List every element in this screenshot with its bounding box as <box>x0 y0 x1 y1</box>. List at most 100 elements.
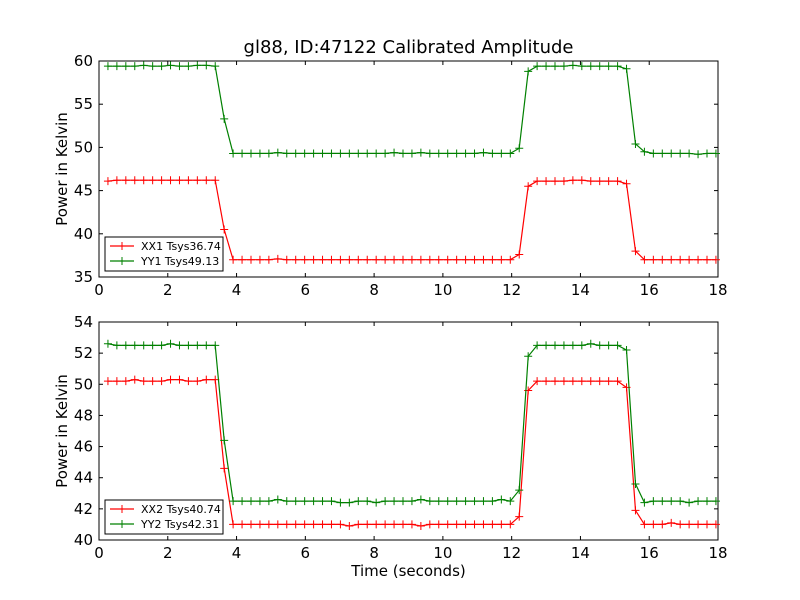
data-point <box>595 377 604 386</box>
data-point <box>246 520 255 529</box>
data-point <box>559 62 568 71</box>
data-point <box>506 255 515 264</box>
data-point <box>658 255 667 264</box>
data-point <box>229 255 238 264</box>
data-point <box>121 176 130 185</box>
data-point <box>273 148 282 157</box>
data-point <box>676 520 685 529</box>
data-point <box>604 377 613 386</box>
data-point <box>559 177 568 186</box>
data-point <box>604 62 613 71</box>
data-point <box>354 520 363 529</box>
data-point <box>381 149 390 158</box>
x-tick-label: 2 <box>163 544 173 562</box>
data-point <box>363 255 372 264</box>
legend-label: YY1 Tsys49.13 <box>140 255 219 268</box>
data-point <box>291 520 300 529</box>
y-tick-label: 35 <box>74 268 93 286</box>
data-point <box>685 149 694 158</box>
data-point <box>497 255 506 264</box>
data-point <box>488 497 497 506</box>
data-point <box>524 67 533 76</box>
data-point <box>193 341 202 350</box>
data-point <box>372 255 381 264</box>
data-point <box>354 497 363 506</box>
y-tick-label: 52 <box>74 344 93 362</box>
data-point <box>300 149 309 158</box>
data-point <box>264 149 273 158</box>
data-point <box>568 61 577 70</box>
data-point <box>550 341 559 350</box>
data-point <box>479 148 488 157</box>
data-point <box>318 149 327 158</box>
data-point <box>229 520 238 529</box>
y-axis-label: Power in Kelvin <box>53 112 71 226</box>
data-point <box>175 341 184 350</box>
data-point <box>515 250 524 259</box>
data-point <box>407 497 416 506</box>
data-point <box>452 497 461 506</box>
data-point <box>702 255 711 264</box>
data-point <box>694 150 703 159</box>
data-point <box>676 497 685 506</box>
data-point <box>238 497 247 506</box>
x-tick-label: 6 <box>301 281 311 299</box>
data-point <box>461 255 470 264</box>
data-point <box>354 255 363 264</box>
data-point <box>229 497 238 506</box>
data-point <box>121 62 130 71</box>
data-point <box>533 177 542 186</box>
data-point <box>372 520 381 529</box>
data-point <box>121 377 130 386</box>
data-point <box>640 147 649 156</box>
data-point <box>586 377 595 386</box>
data-point <box>470 520 479 529</box>
data-point <box>595 62 604 71</box>
data-point <box>443 520 452 529</box>
data-point <box>425 255 434 264</box>
data-point <box>658 520 667 529</box>
data-point <box>550 377 559 386</box>
data-point <box>327 255 336 264</box>
data-point <box>461 520 470 529</box>
data-point <box>425 497 434 506</box>
data-point <box>694 520 703 529</box>
legend-label: YY2 Tsys42.31 <box>140 518 219 531</box>
data-point <box>238 255 247 264</box>
data-point <box>112 377 121 386</box>
data-point <box>595 177 604 186</box>
data-point <box>461 149 470 158</box>
data-point <box>220 114 229 123</box>
data-point <box>166 176 175 185</box>
data-point <box>372 498 381 507</box>
data-point <box>586 62 595 71</box>
x-tick-label: 12 <box>502 281 521 299</box>
data-point <box>497 495 506 504</box>
data-point <box>398 520 407 529</box>
data-point <box>398 149 407 158</box>
y-tick-label: 54 <box>74 313 93 331</box>
data-point <box>345 255 354 264</box>
data-point <box>407 520 416 529</box>
data-point <box>130 375 139 384</box>
data-point <box>577 377 586 386</box>
data-point <box>524 352 533 361</box>
data-point <box>631 479 640 488</box>
y-tick-label: 40 <box>74 225 93 243</box>
data-point <box>542 177 551 186</box>
y-tick-label: 45 <box>74 182 93 200</box>
data-point <box>667 518 676 527</box>
data-point <box>139 176 148 185</box>
data-point <box>649 255 658 264</box>
data-point <box>416 148 425 157</box>
data-point <box>220 464 229 473</box>
data-point <box>497 149 506 158</box>
data-point <box>595 341 604 350</box>
data-point <box>649 520 658 529</box>
x-tick-label: 6 <box>301 544 311 562</box>
legend-marker <box>118 242 126 250</box>
data-point <box>434 149 443 158</box>
y-tick-label: 50 <box>74 138 93 156</box>
data-point <box>255 520 264 529</box>
data-point <box>390 255 399 264</box>
